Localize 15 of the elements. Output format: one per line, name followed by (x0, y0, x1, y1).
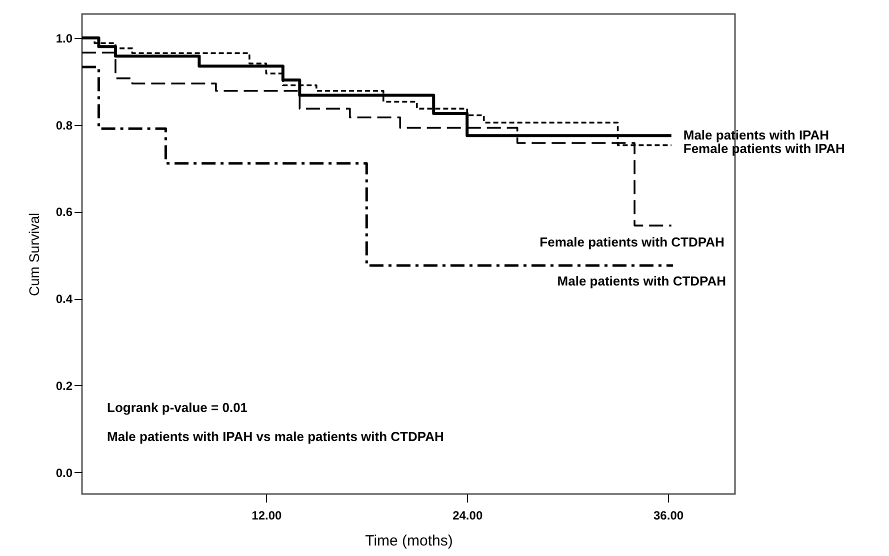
y-tick-label: 0.2 (56, 378, 73, 393)
x-tick-label: 12.00 (252, 508, 282, 522)
annotation: Male patients with IPAH vs male patients with CTDPAH (107, 429, 444, 444)
x-axis-title: Time (moths) (365, 532, 453, 550)
y-tick-label: 0.4 (56, 292, 73, 306)
y-tick-label: 1.0 (56, 31, 73, 46)
x-tick-label: 36.00 (654, 508, 684, 522)
y-tick-label: 0.6 (56, 205, 73, 220)
series-label: Male patients with CTDPAH (557, 274, 726, 289)
x-tick-label: 24.00 (452, 508, 483, 522)
series-label: Female patients with CTDPAH (540, 234, 724, 250)
y-tick-label: 0.0 (56, 466, 73, 480)
y-axis-title: Cum Survival (26, 212, 42, 296)
y-tick-label: 0.8 (56, 118, 73, 132)
annotation: Logrank p-value = 0.01 (107, 400, 248, 415)
